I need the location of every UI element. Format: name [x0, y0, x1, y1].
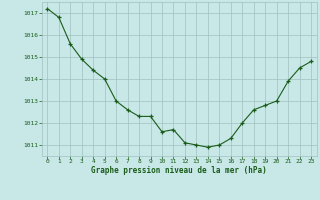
X-axis label: Graphe pression niveau de la mer (hPa): Graphe pression niveau de la mer (hPa) — [91, 166, 267, 175]
